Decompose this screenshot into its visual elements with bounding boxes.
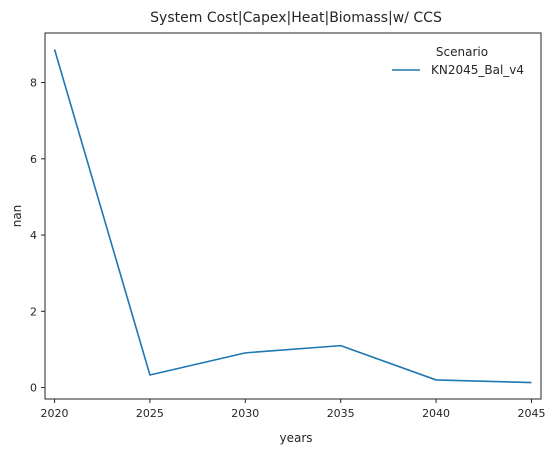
y-axis-label: nan — [10, 205, 24, 228]
legend: Scenario KN2045_Bal_v4 — [392, 45, 524, 77]
x-tick-label: 2035 — [327, 407, 355, 420]
plot-area — [53, 49, 532, 384]
legend-title: Scenario — [436, 45, 488, 59]
x-tick-label: 2040 — [422, 407, 450, 420]
y-tick-label: 0 — [30, 382, 37, 395]
x-tick-label: 2020 — [41, 407, 69, 420]
y-tick-label: 4 — [30, 229, 37, 242]
series-line — [53, 49, 532, 384]
x-axis-label: years — [279, 431, 312, 445]
x-tick-label: 2045 — [517, 407, 545, 420]
x-axis: 2020 2025 2030 2035 2040 2045 — [41, 399, 545, 420]
y-tick-label: 6 — [30, 153, 37, 166]
x-tick-label: 2030 — [231, 407, 259, 420]
y-tick-label: 8 — [30, 77, 37, 90]
x-tick-label: 2025 — [136, 407, 164, 420]
legend-entries: KN2045_Bal_v4 — [392, 63, 524, 77]
y-axis: 0 2 4 6 8 — [30, 77, 45, 395]
y-tick-label: 2 — [30, 305, 37, 318]
chart-title: System Cost|Capex|Heat|Biomass|w/ CCS — [150, 10, 442, 26]
plot-frame — [44, 32, 542, 400]
legend-entry-label: KN2045_Bal_v4 — [431, 63, 524, 77]
